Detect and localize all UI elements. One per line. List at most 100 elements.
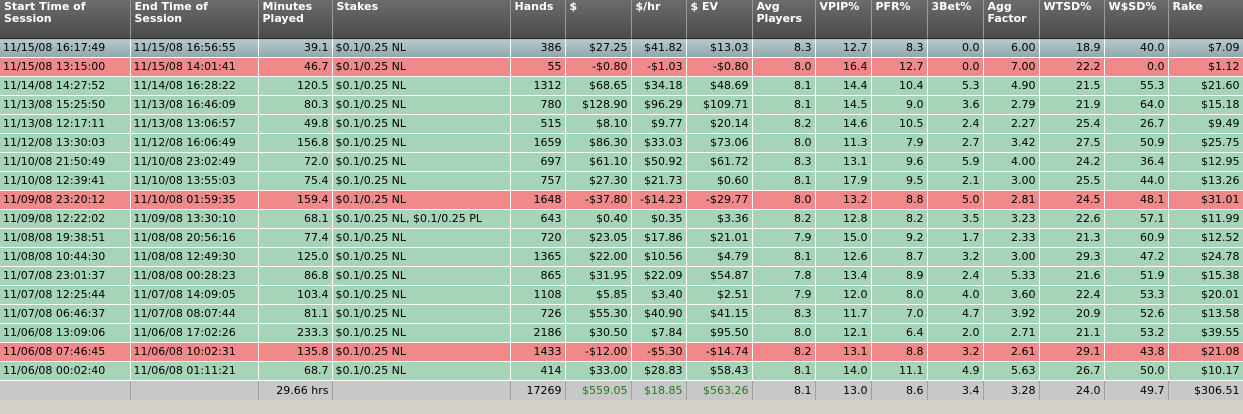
table-row[interactable]: 11/13/08 15:25:50 11/13/08 16:46:09 80.3 $0… bbox=[0, 95, 1243, 115]
cell-agg: 3.60 bbox=[983, 285, 1040, 305]
table-row[interactable]: 11/07/08 23:01:37 11/08/08 00:28:23 86.8 $0… bbox=[0, 266, 1243, 286]
cell-end: 11/13/08 16:46:09 bbox=[130, 95, 259, 115]
cell-hands: 1433 bbox=[510, 342, 566, 362]
table-row[interactable]: 11/15/08 13:15:00 11/15/08 14:01:41 46.7 $0… bbox=[0, 57, 1243, 77]
total-vpip: 13.0 bbox=[815, 380, 872, 400]
cell-start: 11/14/08 14:27:52 bbox=[0, 76, 131, 96]
cell-vpip: 12.6 bbox=[815, 247, 872, 267]
cell-vpip: 14.6 bbox=[815, 114, 872, 134]
cell-hands: 1312 bbox=[510, 76, 566, 96]
column-header-vpip[interactable]: VPIP% bbox=[815, 0, 872, 39]
table-row[interactable]: 11/12/08 13:30:03 11/12/08 16:06:49 156.8 $… bbox=[0, 133, 1243, 153]
table-row[interactable]: 11/09/08 23:20:12 11/10/08 01:59:35 159.4 $… bbox=[0, 190, 1243, 210]
total-minutes: 29.66 hrs bbox=[258, 380, 333, 400]
cell-dollars: $8.10 bbox=[565, 114, 632, 134]
column-header-start[interactable]: Start Time of Session bbox=[0, 0, 131, 39]
cell-wsd: 36.4 bbox=[1104, 152, 1169, 172]
cell-ev: $58.43 bbox=[686, 361, 753, 381]
table-row[interactable]: 11/15/08 16:17:49 11/15/08 16:56:55 39.1 $0… bbox=[0, 38, 1243, 58]
cell-end: 11/08/08 20:56:16 bbox=[130, 228, 259, 248]
cell-vpip: 12.7 bbox=[815, 38, 872, 58]
table-row[interactable]: 11/08/08 19:38:51 11/08/08 20:56:16 77.4 $0… bbox=[0, 228, 1243, 248]
cell-wsd: 50.0 bbox=[1104, 361, 1169, 381]
cell-wtsd: 24.2 bbox=[1039, 152, 1105, 172]
cell-vpip: 13.4 bbox=[815, 266, 872, 286]
cell-wtsd: 29.3 bbox=[1039, 247, 1105, 267]
column-header-dollars[interactable]: $ bbox=[565, 0, 632, 39]
column-header-threebet[interactable]: 3Bet% bbox=[927, 0, 984, 39]
cell-wsd: 60.9 bbox=[1104, 228, 1169, 248]
cell-wtsd: 25.4 bbox=[1039, 114, 1105, 134]
total-stakes bbox=[332, 380, 511, 400]
column-header-pfr[interactable]: PFR% bbox=[871, 0, 928, 39]
cell-perhr: $9.77 bbox=[631, 114, 687, 134]
cell-wsd: 53.3 bbox=[1104, 285, 1169, 305]
cell-minutes: 233.3 bbox=[258, 323, 333, 343]
table-row[interactable]: 11/13/08 12:17:11 11/13/08 13:06:57 49.8 $0… bbox=[0, 114, 1243, 134]
table-row[interactable]: 11/10/08 12:39:41 11/10/08 13:55:03 75.4 $0… bbox=[0, 171, 1243, 191]
cell-rake: $11.99 bbox=[1168, 209, 1243, 229]
cell-wtsd: 25.5 bbox=[1039, 171, 1105, 191]
column-header-perhr[interactable]: $/hr bbox=[631, 0, 687, 39]
cell-vpip: 17.9 bbox=[815, 171, 872, 191]
column-header-stakes[interactable]: Stakes bbox=[332, 0, 511, 39]
column-header-wsd[interactable]: W$SD% bbox=[1104, 0, 1169, 39]
cell-dollars: $33.00 bbox=[565, 361, 632, 381]
cell-ev: $13.03 bbox=[686, 38, 753, 58]
cell-agg: 3.92 bbox=[983, 304, 1040, 324]
table-row[interactable]: 11/09/08 12:22:02 11/09/08 13:30:10 68.1 $0… bbox=[0, 209, 1243, 229]
cell-vpip: 11.7 bbox=[815, 304, 872, 324]
cell-end: 11/10/08 23:02:49 bbox=[130, 152, 259, 172]
cell-hands: 1365 bbox=[510, 247, 566, 267]
cell-stakes: $0.1/0.25 NL bbox=[332, 361, 511, 381]
cell-threebet: 3.2 bbox=[927, 247, 984, 267]
cell-stakes: $0.1/0.25 NL bbox=[332, 190, 511, 210]
cell-wtsd: 21.3 bbox=[1039, 228, 1105, 248]
column-header-rake[interactable]: Rake bbox=[1168, 0, 1243, 39]
table-row[interactable]: 11/07/08 06:46:37 11/07/08 08:07:44 81.1 $0… bbox=[0, 304, 1243, 324]
cell-pfr: 8.7 bbox=[871, 247, 928, 267]
cell-ev: $73.06 bbox=[686, 133, 753, 153]
column-header-wtsd[interactable]: WTSD% bbox=[1039, 0, 1105, 39]
cell-threebet: 2.4 bbox=[927, 266, 984, 286]
cell-vpip: 13.1 bbox=[815, 342, 872, 362]
cell-avgplayers: 7.8 bbox=[752, 266, 816, 286]
cell-agg: 2.27 bbox=[983, 114, 1040, 134]
cell-threebet: 2.4 bbox=[927, 114, 984, 134]
table-row[interactable]: 11/06/08 07:46:45 11/06/08 10:02:31 135.8 $… bbox=[0, 342, 1243, 362]
column-header-hands[interactable]: Hands bbox=[510, 0, 566, 39]
cell-start: 11/09/08 23:20:12 bbox=[0, 190, 131, 210]
cell-stakes: $0.1/0.25 NL bbox=[332, 95, 511, 115]
cell-rake: $15.18 bbox=[1168, 95, 1243, 115]
column-header-ev[interactable]: $ EV bbox=[686, 0, 753, 39]
cell-dollars: $5.85 bbox=[565, 285, 632, 305]
cell-minutes: 75.4 bbox=[258, 171, 333, 191]
total-end bbox=[130, 380, 259, 400]
cell-perhr: $34.18 bbox=[631, 76, 687, 96]
cell-minutes: 39.1 bbox=[258, 38, 333, 58]
table-row[interactable]: 11/07/08 12:25:44 11/07/08 14:09:05 103.4 $… bbox=[0, 285, 1243, 305]
column-header-end[interactable]: End Time of Session bbox=[130, 0, 259, 39]
cell-perhr: $3.40 bbox=[631, 285, 687, 305]
cell-minutes: 86.8 bbox=[258, 266, 333, 286]
table-row[interactable]: 11/10/08 21:50:49 11/10/08 23:02:49 72.0 $0… bbox=[0, 152, 1243, 172]
column-header-agg[interactable]: Agg Factor bbox=[983, 0, 1040, 39]
column-header-minutes[interactable]: Minutes Played bbox=[258, 0, 333, 39]
column-header-avgplayers[interactable]: Avg Players bbox=[752, 0, 816, 39]
table-row[interactable]: 11/06/08 13:09:06 11/06/08 17:02:26 233.3 $… bbox=[0, 323, 1243, 343]
table-row[interactable]: 11/08/08 10:44:30 11/08/08 12:49:30 125.0 $… bbox=[0, 247, 1243, 267]
table-row[interactable]: 11/14/08 14:27:52 11/14/08 16:28:22 120.5 $… bbox=[0, 76, 1243, 96]
cell-rake: $10.17 bbox=[1168, 361, 1243, 381]
cell-rake: $15.38 bbox=[1168, 266, 1243, 286]
cell-avgplayers: 8.0 bbox=[752, 190, 816, 210]
cell-rake: $21.60 bbox=[1168, 76, 1243, 96]
cell-perhr: -$5.30 bbox=[631, 342, 687, 362]
cell-vpip: 14.0 bbox=[815, 361, 872, 381]
cell-pfr: 9.2 bbox=[871, 228, 928, 248]
cell-ev: $41.15 bbox=[686, 304, 753, 324]
cell-wtsd: 21.5 bbox=[1039, 76, 1105, 96]
cell-pfr: 11.1 bbox=[871, 361, 928, 381]
cell-wtsd: 22.2 bbox=[1039, 57, 1105, 77]
table-row[interactable]: 11/06/08 00:02:40 11/06/08 01:11:21 68.7 $0… bbox=[0, 361, 1243, 381]
